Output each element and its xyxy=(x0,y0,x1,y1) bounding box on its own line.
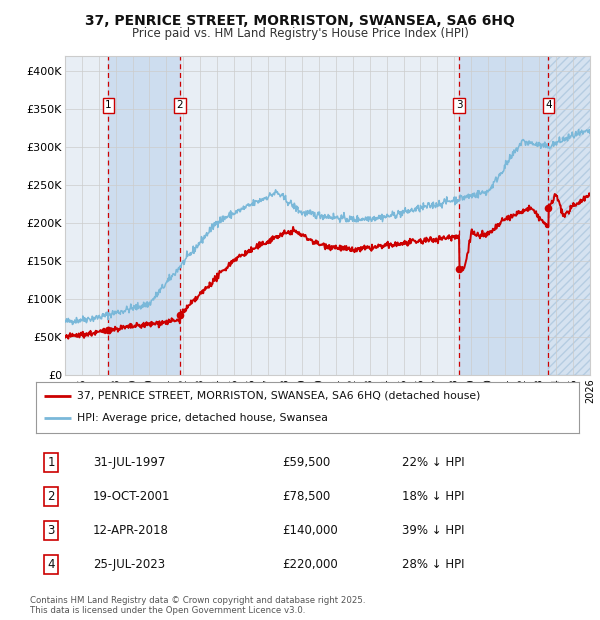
Text: 22% ↓ HPI: 22% ↓ HPI xyxy=(402,456,464,469)
Bar xyxy=(459,56,548,375)
Text: £59,500: £59,500 xyxy=(282,456,330,469)
Text: Price paid vs. HM Land Registry's House Price Index (HPI): Price paid vs. HM Land Registry's House … xyxy=(131,27,469,40)
Text: 25-JUL-2023: 25-JUL-2023 xyxy=(93,558,165,571)
Text: 39% ↓ HPI: 39% ↓ HPI xyxy=(402,524,464,537)
Text: 2: 2 xyxy=(47,490,55,503)
Bar xyxy=(548,56,600,375)
Text: 28% ↓ HPI: 28% ↓ HPI xyxy=(402,558,464,571)
Text: £140,000: £140,000 xyxy=(282,524,338,537)
Text: 4: 4 xyxy=(545,100,552,110)
Text: 19-OCT-2001: 19-OCT-2001 xyxy=(93,490,170,503)
Text: 3: 3 xyxy=(47,524,55,537)
Bar xyxy=(109,56,180,375)
Text: 37, PENRICE STREET, MORRISTON, SWANSEA, SA6 6HQ: 37, PENRICE STREET, MORRISTON, SWANSEA, … xyxy=(85,14,515,28)
Text: 1: 1 xyxy=(105,100,112,110)
Text: 1: 1 xyxy=(47,456,55,469)
Text: HPI: Average price, detached house, Swansea: HPI: Average price, detached house, Swan… xyxy=(77,413,328,423)
Text: £220,000: £220,000 xyxy=(282,558,338,571)
Text: 37, PENRICE STREET, MORRISTON, SWANSEA, SA6 6HQ (detached house): 37, PENRICE STREET, MORRISTON, SWANSEA, … xyxy=(77,391,480,401)
Text: £78,500: £78,500 xyxy=(282,490,330,503)
Text: 4: 4 xyxy=(47,558,55,571)
Text: 12-APR-2018: 12-APR-2018 xyxy=(93,524,169,537)
Text: 3: 3 xyxy=(456,100,463,110)
Text: 18% ↓ HPI: 18% ↓ HPI xyxy=(402,490,464,503)
Text: Contains HM Land Registry data © Crown copyright and database right 2025.
This d: Contains HM Land Registry data © Crown c… xyxy=(30,596,365,615)
Text: 31-JUL-1997: 31-JUL-1997 xyxy=(93,456,166,469)
Text: 2: 2 xyxy=(176,100,183,110)
